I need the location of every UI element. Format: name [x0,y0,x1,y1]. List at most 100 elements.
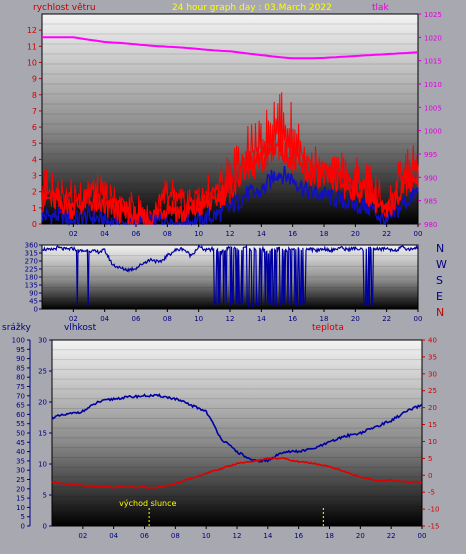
direction-panel-xtick-label: 00 [414,315,423,323]
rain-ytick-label: 50 [16,430,25,438]
pressure-ytick-label: 1020 [424,34,442,42]
wind-panel-xtick-label: 06 [132,230,141,238]
direction-panel-xtick-label: 06 [132,315,141,323]
rain-ytick-label: 45 [16,439,25,447]
direction-ytick-label: 315 [25,250,38,258]
humidity-ytick-label: 15 [38,430,47,438]
rain-ytick-label: 60 [16,411,25,419]
rain-ytick-label: 25 [16,476,25,484]
pressure-ytick-label: 1005 [424,104,442,112]
direction-panel-xtick-label: 18 [320,315,329,323]
temperature-ytick-label: -10 [428,506,439,514]
wind-ytick-label: 6 [32,123,37,132]
wind-ytick-label: 3 [32,172,37,181]
chart-title: 24 hour graph day : 03.March 2022 [172,3,332,13]
wind-ytick-label: 1 [32,204,37,213]
temperature-ytick-label: 0 [428,472,432,480]
rain-ytick-label: 20 [16,485,25,493]
direction-panel-xtick-label: 16 [288,315,297,323]
wind-panel-xtick-label: 10 [194,230,203,238]
rain-ytick-label: 90 [16,355,25,363]
humidity-panel-xtick-label: 06 [140,532,149,540]
pressure-ytick-label: 995 [424,151,437,159]
humidity-ytick-label: 5 [43,492,47,500]
rain-ytick-label: 40 [16,448,25,456]
humidity-panel-xtick-label: 18 [325,532,334,540]
humidity-panel-xtick-label: 08 [171,532,180,540]
humidity-panel-xtick-label: 10 [202,532,211,540]
humidity-panel-background [52,340,422,526]
wind-direction-line [41,243,419,308]
humidity-panel-xtick-label: 16 [294,532,303,540]
direction-panel-xtick-label: 22 [382,315,391,323]
pressure-ytick-label: 1000 [424,128,442,136]
temperature-line [51,456,423,489]
humidity-ytick-label: 30 [38,337,47,345]
wind-ytick-label: 9 [32,75,37,84]
direction-ytick-label: 0 [34,306,38,314]
humidity-panel-xtick-label: 20 [356,532,365,540]
wind-ytick-label: 5 [32,139,37,148]
rain-ytick-label: 5 [21,513,25,521]
direction-panel-xtick-label: 12 [226,315,235,323]
temperature-ytick-label: 5 [428,455,432,463]
wind-panel-xtick-label: 22 [382,230,391,238]
pressure-ytick-label: 1015 [424,58,442,66]
humidity-panel-xtick-label: 22 [387,532,396,540]
temperature-ytick-label: 35 [428,353,437,361]
wind-panel-xtick-label: 18 [320,230,329,238]
wind-average-line [41,135,419,226]
rain-ytick-label: 80 [16,374,25,382]
wind-panel-xtick-label: 00 [414,230,423,238]
compass-letter-n: N [436,306,444,319]
direction-ytick-label: 270 [25,258,38,266]
compass-letter-s: S [436,274,443,287]
wind-panel-xtick-label: 14 [257,230,266,238]
humidity-panel-xtick-label: 04 [109,532,118,540]
wind-panel-xtick-label: 04 [100,230,109,238]
humidity-ytick-label: 20 [38,399,47,407]
rain-ytick-label: 55 [16,420,25,428]
rain-axis-label: srážky [2,323,32,333]
pressure-ytick-label: 985 [424,198,437,206]
rain-ytick-label: 70 [16,392,25,400]
temperature-axis-label: teplota [312,323,344,333]
wind-ytick-label: 8 [32,91,37,100]
wind-panel-xtick-label: 02 [69,230,78,238]
temperature-ytick-label: 15 [428,421,437,429]
humidity-axis-label: vlhkost [64,323,97,333]
wind-ytick-label: 2 [32,188,37,197]
wind-panel-xtick-label: 12 [226,230,235,238]
direction-ytick-label: 90 [29,290,38,298]
humidity-ytick-label: 10 [38,461,47,469]
humidity-ytick-label: 25 [38,368,47,376]
pressure-ytick-label: 1025 [424,11,442,19]
compass-letter-e: E [436,290,443,303]
wind-panel-xtick-label: 08 [163,230,172,238]
temperature-ytick-label: 30 [428,370,437,378]
pressure-ytick-label: 1010 [424,81,442,89]
wind-ytick-label: 10 [27,58,37,67]
pressure-line [42,36,419,60]
sunrise-label: východ slunce [119,499,176,508]
direction-panel-xtick-label: 10 [194,315,203,323]
temperature-ytick-label: 20 [428,404,437,412]
temperature-ytick-label: 40 [428,337,437,345]
direction-panel-xtick-label: 14 [257,315,266,323]
rain-ytick-label: 75 [16,383,25,391]
temperature-ytick-label: 10 [428,438,437,446]
compass-letter-n: N [436,242,444,255]
direction-panel-xtick-label: 04 [100,315,109,323]
direction-panel-xtick-label: 08 [163,315,172,323]
rain-ytick-label: 10 [16,504,25,512]
direction-ytick-label: 360 [25,242,38,250]
pressure-ytick-label: 980 [424,221,437,229]
wind-ytick-label: 11 [27,42,37,51]
temperature-ytick-label: -5 [428,489,435,497]
direction-panel-xtick-label: 20 [351,315,360,323]
direction-ytick-label: 45 [29,298,38,306]
wind-ytick-label: 0 [32,220,37,229]
temperature-ytick-label: 25 [428,387,437,395]
rain-ytick-label: 85 [16,364,25,372]
